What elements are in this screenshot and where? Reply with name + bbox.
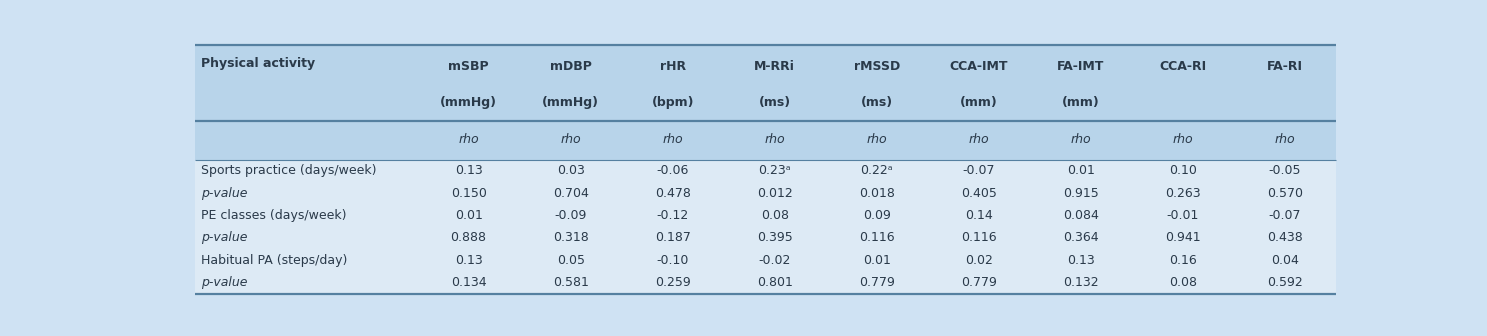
Text: 0.23ᵃ: 0.23ᵃ bbox=[758, 164, 791, 177]
Text: rho: rho bbox=[1173, 133, 1193, 146]
Text: 0.364: 0.364 bbox=[1063, 232, 1099, 245]
Text: rMSSD: rMSSD bbox=[854, 59, 900, 73]
Text: 0.13: 0.13 bbox=[455, 254, 482, 267]
Text: 0.779: 0.779 bbox=[961, 276, 996, 289]
Text: -0.02: -0.02 bbox=[758, 254, 791, 267]
Bar bbox=[195, 45, 1335, 160]
Bar bbox=[195, 182, 1335, 204]
Text: p-value: p-value bbox=[201, 276, 247, 289]
Text: rho: rho bbox=[968, 133, 989, 146]
Text: CCA-RI: CCA-RI bbox=[1160, 59, 1206, 73]
Text: rho: rho bbox=[764, 133, 785, 146]
Text: Sports practice (days/week): Sports practice (days/week) bbox=[201, 164, 376, 177]
Text: rho: rho bbox=[662, 133, 683, 146]
Text: 0.132: 0.132 bbox=[1063, 276, 1099, 289]
Text: (mm): (mm) bbox=[961, 96, 998, 109]
Text: (mmHg): (mmHg) bbox=[440, 96, 497, 109]
Text: 0.01: 0.01 bbox=[455, 209, 482, 222]
Text: (mm): (mm) bbox=[1062, 96, 1100, 109]
Text: -0.06: -0.06 bbox=[656, 164, 688, 177]
Text: 0.14: 0.14 bbox=[965, 209, 993, 222]
Text: rho: rho bbox=[561, 133, 581, 146]
Text: -0.12: -0.12 bbox=[657, 209, 688, 222]
Bar bbox=[195, 160, 1335, 182]
Text: 0.03: 0.03 bbox=[556, 164, 584, 177]
Text: -0.07: -0.07 bbox=[1268, 209, 1301, 222]
Text: 0.395: 0.395 bbox=[757, 232, 793, 245]
Text: 0.10: 0.10 bbox=[1169, 164, 1197, 177]
Text: 0.570: 0.570 bbox=[1267, 187, 1303, 200]
Text: Physical activity: Physical activity bbox=[201, 57, 315, 70]
Text: 0.263: 0.263 bbox=[1166, 187, 1200, 200]
Text: 0.084: 0.084 bbox=[1063, 209, 1099, 222]
Text: 0.22ᵃ: 0.22ᵃ bbox=[861, 164, 894, 177]
Text: 0.134: 0.134 bbox=[451, 276, 486, 289]
Text: 0.779: 0.779 bbox=[859, 276, 895, 289]
Bar bbox=[195, 249, 1335, 271]
Text: 0.405: 0.405 bbox=[961, 187, 996, 200]
Text: -0.01: -0.01 bbox=[1167, 209, 1199, 222]
Text: 0.941: 0.941 bbox=[1166, 232, 1200, 245]
Text: 0.592: 0.592 bbox=[1267, 276, 1303, 289]
Text: 0.09: 0.09 bbox=[862, 209, 891, 222]
Text: rho: rho bbox=[867, 133, 888, 146]
Text: 0.13: 0.13 bbox=[455, 164, 482, 177]
Text: rHR: rHR bbox=[660, 59, 686, 73]
Text: -0.09: -0.09 bbox=[555, 209, 587, 222]
Text: M-RRi: M-RRi bbox=[754, 59, 796, 73]
Text: -0.05: -0.05 bbox=[1268, 164, 1301, 177]
Text: rho: rho bbox=[458, 133, 479, 146]
Text: 0.187: 0.187 bbox=[654, 232, 690, 245]
Text: 0.116: 0.116 bbox=[961, 232, 996, 245]
Text: 0.478: 0.478 bbox=[654, 187, 690, 200]
Text: (mmHg): (mmHg) bbox=[543, 96, 599, 109]
Text: 0.801: 0.801 bbox=[757, 276, 793, 289]
Text: 0.16: 0.16 bbox=[1169, 254, 1197, 267]
Text: 0.012: 0.012 bbox=[757, 187, 793, 200]
Text: -0.10: -0.10 bbox=[656, 254, 688, 267]
Text: 0.04: 0.04 bbox=[1271, 254, 1300, 267]
Text: FA-IMT: FA-IMT bbox=[1057, 59, 1105, 73]
Text: 0.915: 0.915 bbox=[1063, 187, 1099, 200]
Text: 0.438: 0.438 bbox=[1267, 232, 1303, 245]
Text: 0.259: 0.259 bbox=[654, 276, 690, 289]
Text: 0.01: 0.01 bbox=[862, 254, 891, 267]
Text: -0.07: -0.07 bbox=[962, 164, 995, 177]
Bar bbox=[195, 227, 1335, 249]
Text: (bpm): (bpm) bbox=[651, 96, 694, 109]
Text: 0.018: 0.018 bbox=[859, 187, 895, 200]
Text: rho: rho bbox=[1274, 133, 1295, 146]
Text: 0.888: 0.888 bbox=[451, 232, 486, 245]
Text: 0.116: 0.116 bbox=[859, 232, 895, 245]
Text: 0.02: 0.02 bbox=[965, 254, 993, 267]
Text: 0.05: 0.05 bbox=[556, 254, 584, 267]
Text: 0.581: 0.581 bbox=[553, 276, 589, 289]
Text: (ms): (ms) bbox=[758, 96, 791, 109]
Text: mSBP: mSBP bbox=[448, 59, 489, 73]
Text: 0.08: 0.08 bbox=[1169, 276, 1197, 289]
Text: rho: rho bbox=[1071, 133, 1091, 146]
Text: Habitual PA (steps/day): Habitual PA (steps/day) bbox=[201, 254, 348, 267]
Text: FA-RI: FA-RI bbox=[1267, 59, 1303, 73]
Text: (ms): (ms) bbox=[861, 96, 892, 109]
Text: 0.704: 0.704 bbox=[553, 187, 589, 200]
Text: CCA-IMT: CCA-IMT bbox=[950, 59, 1008, 73]
Text: p-value: p-value bbox=[201, 232, 247, 245]
Text: 0.13: 0.13 bbox=[1068, 254, 1094, 267]
Text: p-value: p-value bbox=[201, 187, 247, 200]
Text: PE classes (days/week): PE classes (days/week) bbox=[201, 209, 346, 222]
Text: mDBP: mDBP bbox=[550, 59, 592, 73]
Bar bbox=[195, 271, 1335, 294]
Text: 0.150: 0.150 bbox=[451, 187, 486, 200]
Text: 0.318: 0.318 bbox=[553, 232, 589, 245]
Text: 0.01: 0.01 bbox=[1068, 164, 1094, 177]
Text: 0.08: 0.08 bbox=[761, 209, 788, 222]
Bar bbox=[195, 204, 1335, 227]
